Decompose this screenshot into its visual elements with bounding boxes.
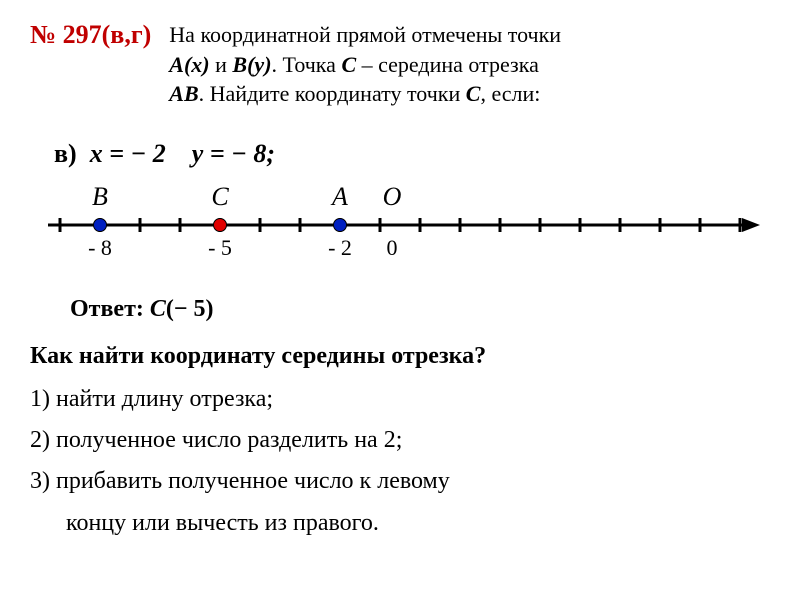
- line3-post: , если:: [480, 81, 540, 106]
- answer-C: C: [150, 296, 166, 322]
- line2-mid: . Точка: [272, 52, 342, 77]
- svg-text:- 2: - 2: [328, 235, 352, 260]
- header-row: № 297(в,г) На координатной прямой отмече…: [30, 20, 770, 109]
- subprob-label: в): [54, 139, 77, 168]
- line2-post: – середина отрезка: [356, 52, 539, 77]
- question-text: Как найти координату середины отрезка?: [30, 343, 770, 370]
- step-1: 1) найти длину отрезка;: [30, 384, 770, 415]
- paren-x: (x): [184, 52, 210, 77]
- subproblem: в) x = − 2 y = − 8;: [54, 139, 770, 169]
- paren-y: (y): [247, 52, 271, 77]
- answer-value: (− 5): [166, 296, 214, 322]
- svg-text:- 8: - 8: [88, 235, 112, 260]
- line3-mid: . Найдите координату точки: [199, 81, 466, 106]
- problem-line1: На координатной прямой отмечены точки: [169, 22, 561, 47]
- problem-text: На координатной прямой отмечены точки A(…: [169, 20, 561, 109]
- seg-AB: AB: [169, 81, 198, 106]
- answer-prefix: Ответ:: [70, 296, 150, 322]
- point-C2: C: [466, 81, 481, 106]
- answer: Ответ: C(− 5): [70, 296, 770, 323]
- point-A: A: [169, 52, 184, 77]
- svg-text:C: C: [211, 182, 229, 211]
- svg-text:A: A: [330, 182, 348, 211]
- point-C: C: [341, 52, 356, 77]
- subprob-y: y = − 8;: [192, 139, 275, 168]
- svg-text:B: B: [92, 182, 108, 211]
- step-3b: концу или вычесть из правого.: [30, 508, 770, 539]
- number-line-svg: B C A O - 8 - 5 - 2 0: [30, 177, 770, 277]
- svg-text:O: O: [383, 182, 402, 211]
- subprob-x: x = − 2: [90, 139, 166, 168]
- number-line: B C A O - 8 - 5 - 2 0: [30, 177, 770, 282]
- and-word: и: [210, 52, 233, 77]
- exercise-number: № 297(в,г): [30, 20, 151, 50]
- point-B: B: [232, 52, 247, 77]
- step-3a: 3) прибавить полученное число к левому: [30, 466, 770, 497]
- step-2: 2) полученное число разделить на 2;: [30, 425, 770, 456]
- svg-text:0: 0: [387, 235, 398, 260]
- svg-text:- 5: - 5: [208, 235, 232, 260]
